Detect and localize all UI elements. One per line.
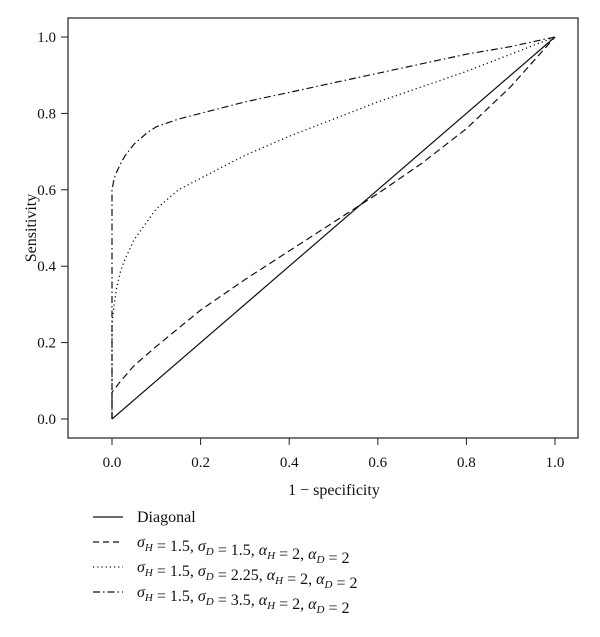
series-line-dashdot xyxy=(111,36,556,419)
y-tick-label: 0.8 xyxy=(37,106,56,122)
y-tick-label: 0.0 xyxy=(37,412,56,428)
x-axis-label: 1 − specificity xyxy=(288,482,380,499)
series-line-dashed xyxy=(111,36,556,419)
y-tick-label: 0.2 xyxy=(37,336,56,352)
x-tick-label: 0.2 xyxy=(191,455,210,471)
x-tick-label: 0.0 xyxy=(103,455,122,471)
legend: Diagonal σH = 1.5, σD = 1.5, αH = 2, αD =… xyxy=(93,509,358,617)
y-tick-label: 1.0 xyxy=(37,30,56,46)
legend-label: σH = 1.5, σD = 3.5, αH = 2, αD = 2 xyxy=(137,584,350,617)
y-axis: 0.0 0.2 0.4 0.6 0.8 1.0 xyxy=(37,30,68,428)
y-tick-label: 0.4 xyxy=(37,259,56,275)
plot-frame xyxy=(67,17,579,439)
x-tick-label: 0.4 xyxy=(280,455,299,471)
legend-label: Diagonal xyxy=(137,509,196,526)
curves xyxy=(111,36,556,420)
y-axis-label: Sensitivity xyxy=(23,194,40,262)
series-line-solid xyxy=(111,36,556,420)
x-tick-label: 0.8 xyxy=(457,455,476,471)
x-tick-label: 0.6 xyxy=(368,455,387,471)
x-tick-label: 1.0 xyxy=(546,455,565,471)
x-axis: 0.0 0.2 0.4 0.6 0.8 1.0 xyxy=(103,438,565,471)
y-tick-label: 0.6 xyxy=(37,183,56,199)
legend-label: σH = 1.5, σD = 2.25, αH = 2, αD = 2 xyxy=(137,559,358,592)
legend-label: σH = 1.5, σD = 1.5, αH = 2, αD = 2 xyxy=(137,534,350,567)
